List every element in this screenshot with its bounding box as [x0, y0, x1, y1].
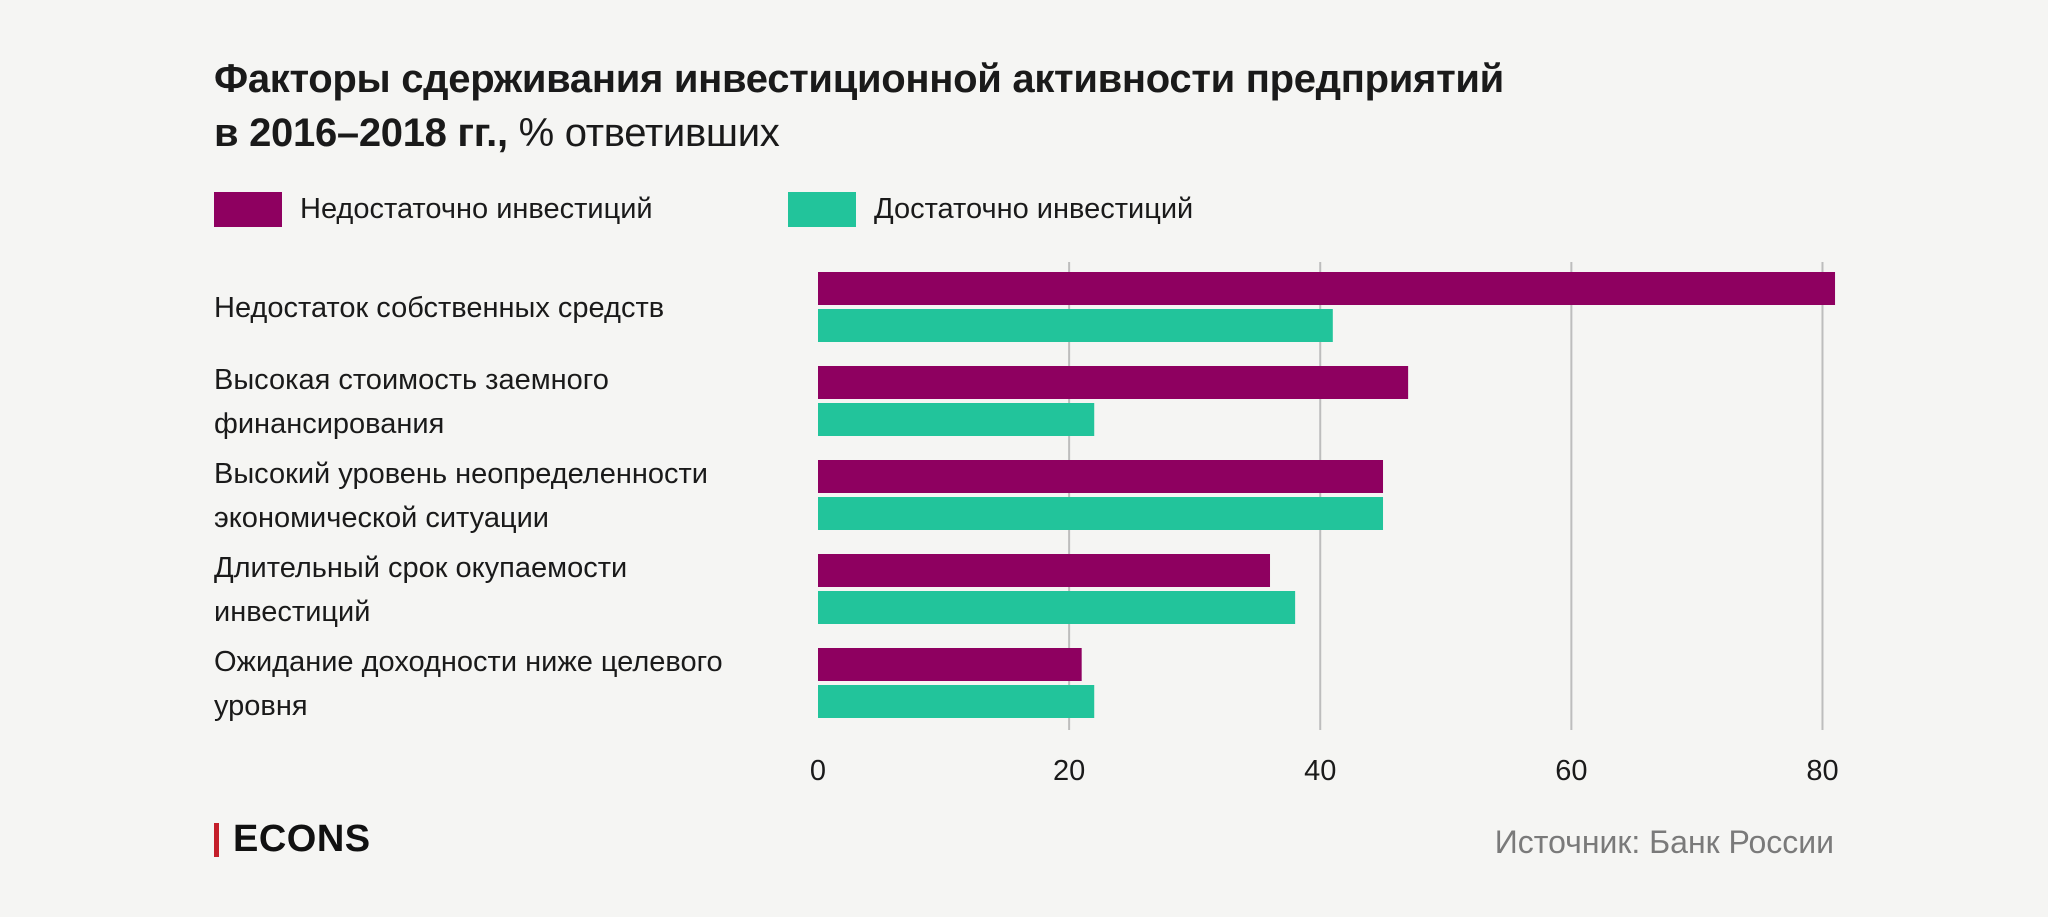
bar [818, 309, 1333, 342]
x-tick-label: 20 [1053, 755, 1085, 787]
legend-item-sufficient: Достаточно инвестиций [788, 192, 1193, 227]
bar [818, 685, 1095, 718]
legend-swatch-sufficient [788, 192, 856, 227]
x-tick-label: 80 [1806, 755, 1838, 787]
source-note: Источник: Банк России [1494, 824, 1834, 860]
bar-chart: Недостаток собственных средств Высокая ст… [214, 262, 1839, 787]
category-label: инвестиций [214, 596, 370, 628]
x-tick-label: 0 [810, 755, 826, 787]
category-label: Длительный срок окупаемости [214, 552, 627, 584]
bar [818, 272, 1836, 305]
legend-swatch-insufficient [214, 192, 282, 227]
category-label: финансирования [214, 408, 444, 440]
brand-logo: ECONS [214, 818, 371, 861]
chart-title: Факторы сдерживания инвестиционной актив… [214, 52, 1504, 160]
brand-name: ECONS [233, 818, 371, 860]
category-label: Ожидание доходности ниже целевого [214, 646, 723, 678]
brand-bar-icon [214, 822, 219, 857]
bar [818, 366, 1409, 399]
bar [818, 554, 1271, 587]
bar [818, 460, 1384, 493]
title-line-1: Факторы сдерживания инвестиционной актив… [214, 57, 1504, 101]
bar [818, 403, 1095, 436]
category-label: Недостаток собственных средств [214, 292, 664, 324]
legend-label-sufficient: Достаточно инвестиций [874, 193, 1194, 225]
category-label: Высокий уровень неопределенности [214, 458, 708, 490]
category-label: Высокая стоимость заемного [214, 364, 609, 396]
x-tick-label: 60 [1555, 755, 1587, 787]
legend-item-insufficient: Недостаточно инвестиций [214, 192, 653, 227]
bar [818, 497, 1384, 530]
category-label: уровня [214, 690, 308, 722]
x-tick-label: 40 [1304, 755, 1336, 787]
bar [818, 591, 1296, 624]
bar [818, 648, 1082, 681]
title-suffix: % ответивших [518, 111, 780, 155]
title-line-2: в 2016–2018 гг., [214, 111, 508, 155]
category-label: экономической ситуации [214, 502, 549, 534]
legend-label-insufficient: Недостаточно инвестиций [300, 193, 653, 225]
